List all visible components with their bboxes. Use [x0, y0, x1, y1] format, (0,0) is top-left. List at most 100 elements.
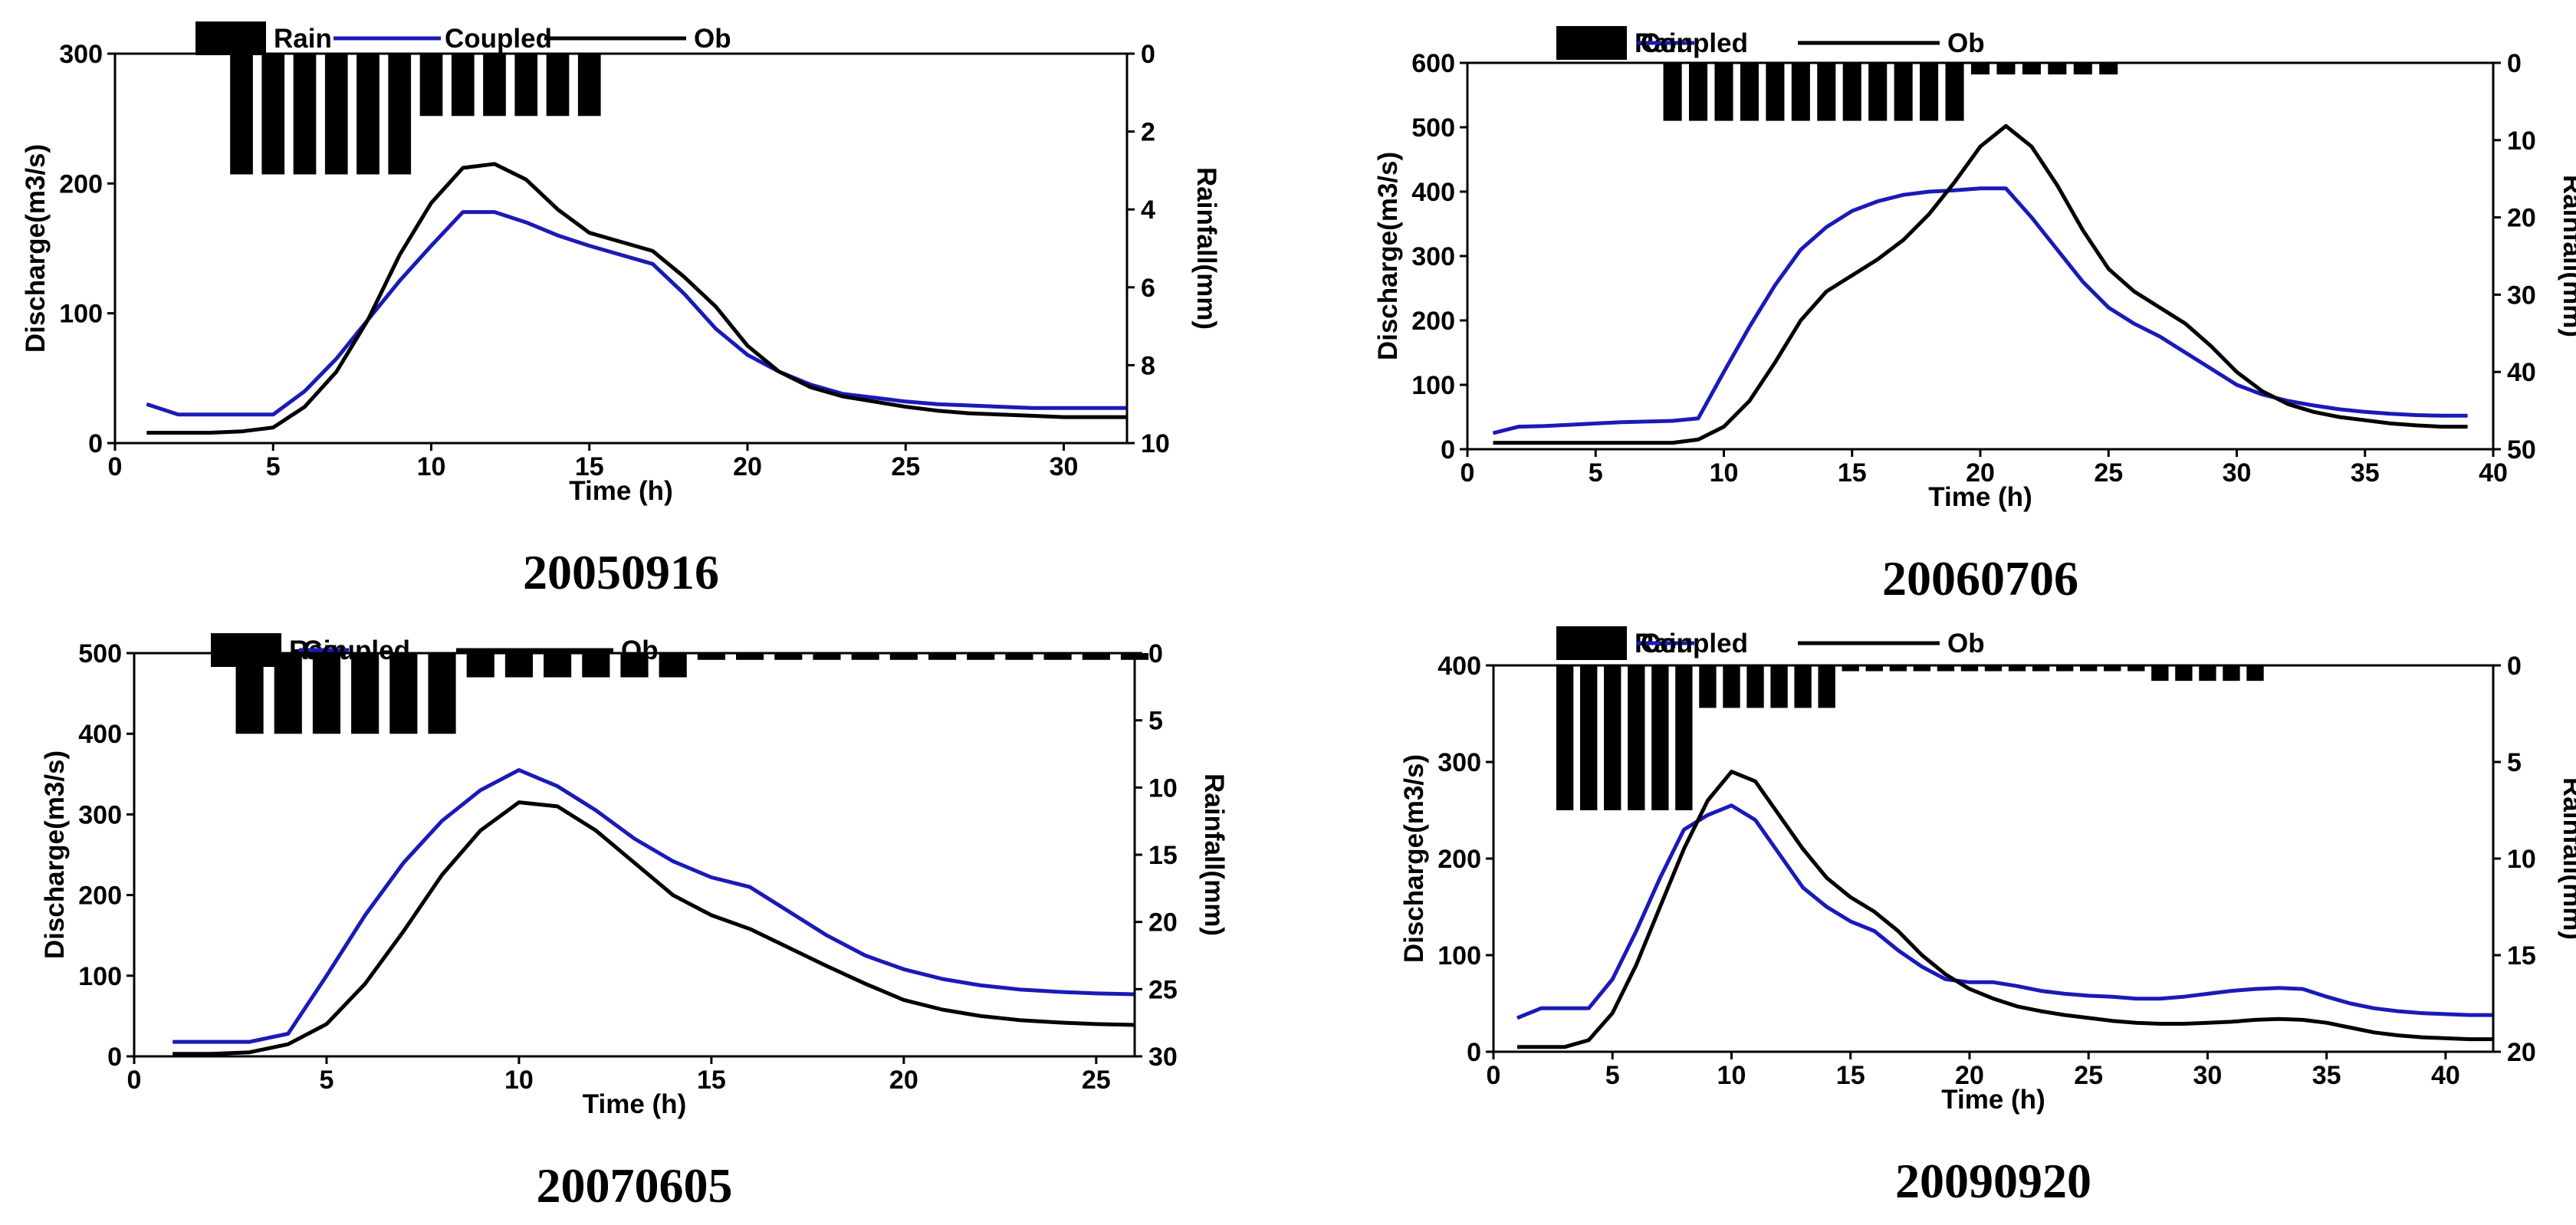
rain-bar [1889, 665, 1907, 672]
y-right-axis-title: Rainfall(mm) [2558, 777, 2576, 940]
y-right-tick-label: 0 [2507, 652, 2522, 681]
x-tick-label: 30 [1050, 452, 1079, 481]
chart-panel-20070605: 0 5 10 15 20 25 0 100 200 300 400 500 0 5 10 15 20 25 30 Ti… [40, 633, 1229, 1213]
series-line-coupled [172, 768, 1135, 1044]
rain-bar [2246, 665, 2264, 681]
rain-bar [2099, 63, 2118, 75]
series-line-coupled [146, 210, 1127, 417]
rain-bar [813, 653, 841, 660]
rain-bar [2022, 63, 2041, 75]
rain-bar [2128, 665, 2145, 672]
x-tick-label: 20 [1966, 458, 1995, 488]
y-left-tick-label: 400 [1411, 178, 1455, 207]
y-left-tick-label: 100 [59, 300, 103, 329]
series-line-ob [1493, 123, 2468, 445]
rain-bar [1675, 665, 1693, 810]
y-right-axis-title: Rainfall(mm) [1199, 773, 1229, 936]
rain-bar [1865, 665, 1883, 672]
y-left-tick-label: 0 [1467, 1038, 1481, 1067]
rain-bar [389, 653, 418, 734]
rain-bar [774, 653, 803, 660]
legend-coupled-label: Coupled [303, 635, 410, 665]
y-right-tick-label: 0 [2507, 49, 2522, 78]
y-right-tick-label: 30 [2507, 281, 2536, 310]
y-right-tick-label: 5 [1148, 707, 1163, 736]
rain-bar [1043, 653, 1072, 660]
x-tick-label: 20 [733, 452, 762, 481]
event-caption: 20050916 [523, 545, 719, 599]
rain-bar [2080, 665, 2098, 672]
y-left-axis-title: Discharge(m3/s) [1399, 754, 1429, 963]
rain-bar [2048, 63, 2067, 75]
series-line-ob [146, 162, 1127, 435]
rain-bar [544, 653, 572, 678]
x-tick-label: 25 [1082, 1066, 1111, 1095]
series-line-ob [1517, 770, 2493, 1049]
y-right-tick-label: 10 [1141, 429, 1170, 458]
rain-bar [1984, 665, 2003, 672]
rain-bar [1604, 665, 1622, 810]
y-left-axis-title: Discharge(m3/s) [40, 750, 70, 959]
rain-bar [1580, 665, 1598, 810]
event-caption: 20060706 [1882, 551, 2078, 606]
x-tick-label: 15 [1836, 1061, 1865, 1090]
x-axis-title: Time (h) [583, 1089, 686, 1119]
y-right-tick-label: 20 [1148, 908, 1178, 938]
rain-bar [546, 54, 570, 117]
legend-ob-label: Ob [1947, 629, 1985, 658]
legend-coupled-label: Coupled [445, 24, 552, 54]
x-tick-label: 35 [2351, 458, 2380, 488]
y-left-axis-title: Discharge(m3/s) [21, 144, 51, 353]
rain-bar [620, 653, 649, 678]
rain-bar [2104, 665, 2121, 672]
rain-bar [324, 54, 348, 175]
rain-bar [1970, 63, 1990, 75]
y-right-tick-label: 20 [2507, 204, 2536, 233]
rain-bar [428, 653, 456, 734]
legend-rain-swatch [211, 633, 281, 667]
y-right-tick-label: 10 [1148, 773, 1178, 803]
y-right-tick-label: 0 [1148, 639, 1163, 668]
y-left-tick-label: 200 [1438, 845, 1481, 874]
rain-bar [2073, 63, 2092, 75]
legend-ob-label: Ob [1947, 28, 1985, 58]
x-tick-label: 10 [504, 1066, 534, 1095]
rain-bar [312, 653, 341, 734]
x-tick-label: 30 [2223, 458, 2252, 488]
y-right-tick-label: 25 [1148, 975, 1178, 1004]
event-caption: 20090920 [1895, 1154, 2091, 1208]
rain-bar [388, 54, 412, 175]
y-left-axis-title: Discharge(m3/s) [1373, 152, 1403, 360]
rain-bar [967, 653, 995, 660]
rain-bar [1005, 653, 1033, 660]
y-right-tick-label: 15 [2507, 941, 2536, 970]
rain-bar [1628, 665, 1645, 810]
rain-bar [1937, 665, 1955, 672]
y-left-tick-label: 300 [1438, 748, 1481, 777]
rain-bar [1868, 63, 1888, 121]
y-left-tick-label: 500 [1411, 113, 1455, 143]
rain-bar [1651, 665, 1669, 810]
legend-coupled-label: Coupled [1641, 28, 1748, 58]
y-left-tick-label: 0 [107, 1043, 122, 1072]
rain-bar [1842, 63, 1861, 121]
series-line-ob [172, 800, 1135, 1056]
y-left-tick-label: 100 [1411, 371, 1455, 400]
x-tick-label: 35 [2312, 1061, 2341, 1090]
x-tick-label: 0 [1487, 1061, 1501, 1090]
rain-bar [1894, 63, 1913, 121]
rain-bar [736, 653, 764, 660]
rain-bar [1960, 665, 1979, 672]
x-tick-label: 5 [1605, 1061, 1620, 1090]
rain-bar [1794, 665, 1812, 708]
rain-bar [1842, 665, 1859, 672]
legend-ob-label: Ob [694, 24, 731, 54]
y-right-axis-title: Rainfall(mm) [1191, 167, 1221, 330]
x-tick-label: 5 [320, 1066, 334, 1095]
x-tick-label: 5 [266, 452, 281, 481]
x-tick-label: 25 [2094, 458, 2123, 488]
rain-bar [2223, 665, 2240, 681]
rain-bar [2151, 665, 2169, 681]
legend-rain-label: Rain [274, 24, 332, 54]
